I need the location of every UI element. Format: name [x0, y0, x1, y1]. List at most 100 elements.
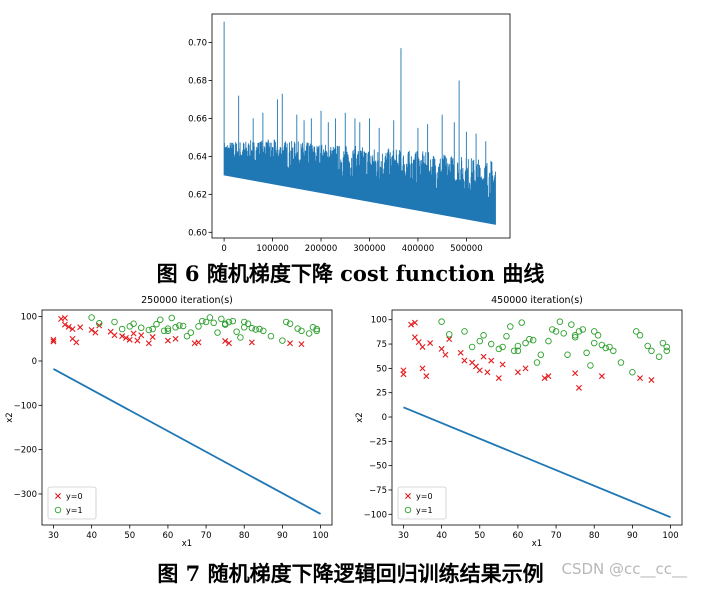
- fig7-left-point-y1: [157, 316, 164, 324]
- fig7-left-point-y0: [50, 338, 57, 345]
- fig7-right-point-y1: [632, 328, 640, 335]
- fig7-left-point-y1: [88, 314, 95, 321]
- fig7-right-point-y0: [476, 367, 483, 374]
- fig7-right-point-y1: [571, 333, 579, 341]
- fig6-x-tick-label: 0: [221, 244, 226, 254]
- fig7-right-point-y1: [606, 343, 613, 351]
- fig7-left-point-y0: [222, 338, 229, 345]
- fig7-right-point-y1: [499, 343, 506, 351]
- fig7-left-point-y1: [195, 323, 202, 330]
- fig7-right-x-tick-label: 40: [436, 531, 447, 541]
- fig7-right-point-y1: [445, 331, 453, 338]
- fig7-left-point-y0: [138, 332, 145, 339]
- fig7-right-point-y0: [400, 371, 407, 378]
- fig7-left-ylabel: x2: [5, 412, 15, 422]
- fig7-right-point-y0: [427, 340, 434, 347]
- fig7-right-x-tick-label: 80: [589, 531, 600, 541]
- fig7-right-point-y0: [598, 373, 605, 380]
- fig7-right-point-y0: [411, 334, 418, 341]
- fig7-right-y-tick-label: −100: [364, 510, 387, 520]
- fig7-left-point-y1: [176, 322, 183, 329]
- fig7-right-point-y0: [572, 370, 579, 377]
- fig7-right-point-y0: [442, 351, 449, 358]
- fig7-right-point-y0: [419, 343, 426, 350]
- fig7-right-point-y1: [659, 339, 667, 347]
- fig7-right-point-y1: [594, 332, 602, 339]
- fig7-right-point-y1: [522, 339, 529, 347]
- fig7-left-point-y1: [286, 320, 294, 327]
- fig7-left-point-y0: [111, 332, 118, 339]
- fig7-left-point-y1: [164, 327, 172, 335]
- fig7-right-point-y1: [610, 347, 617, 355]
- fig7-left-legend: [47, 486, 97, 520]
- fig7-right-point-y1: [529, 336, 537, 344]
- fig7-right-point-y1: [468, 343, 476, 351]
- fig7-left-point-y0: [50, 336, 57, 343]
- fig7-left-point-y0: [287, 340, 294, 347]
- fig7-right-ylabel: x2: [355, 412, 365, 422]
- fig6-x-tick-label: 400000: [402, 244, 434, 254]
- fig6-y-tick-label: 0.70: [188, 38, 207, 48]
- cost-function-chart: 0 100000 200000 300000 400000 500000 0.60 0.62 0…: [188, 13, 511, 254]
- fig7-right-point-y0: [514, 369, 521, 376]
- fig7-left-point-y0: [65, 323, 72, 330]
- fig7-left-plot-frame: [41, 309, 333, 526]
- fig7-left-point-y0: [149, 334, 156, 341]
- watermark: CSDN @cc__cc__: [561, 560, 687, 578]
- fig7-left-point-y0: [248, 339, 255, 346]
- fig7-left-point-y1: [282, 318, 290, 326]
- fig7-right-point-y1: [518, 319, 525, 326]
- fig7-right-point-y1: [579, 326, 587, 333]
- fig7-right-point-y0: [461, 357, 468, 364]
- fig7-left-point-y0: [96, 322, 103, 329]
- fig7-left-point-y0: [126, 336, 133, 343]
- fig7-right-decision-boundary: [403, 406, 671, 519]
- fig7-right-point-y0: [648, 377, 655, 384]
- fig7-right-y-tick-label: 25: [376, 389, 387, 399]
- fig7-right-point-y1: [587, 362, 594, 369]
- fig7-right-x-tick-label: 100: [662, 531, 678, 541]
- fig7-right-point-y1: [568, 321, 575, 328]
- fig7-left-point-y1: [118, 325, 126, 333]
- fig7-left-point-y1: [248, 324, 256, 332]
- fig7-right-point-y1: [648, 347, 655, 355]
- fig7-right-point-y0: [415, 339, 422, 346]
- fig7-left-point-y1: [149, 325, 156, 333]
- fig7-right-y-tick-label: 75: [376, 340, 387, 350]
- fig7-right-y-tick-label: 100: [371, 316, 387, 326]
- fig7-left-point-y0: [61, 321, 68, 328]
- fig7-left-x-tick-label: 80: [239, 531, 250, 541]
- fig7-left-point-y1: [233, 328, 240, 335]
- fig7-left-point-y1: [244, 320, 252, 327]
- fig7-left-point-y1: [183, 332, 191, 340]
- fig7-left-legend-marker-y0: [55, 493, 61, 499]
- fig7-left-point-y1: [225, 318, 233, 326]
- fig7-left-point-y0: [73, 339, 80, 346]
- fig7-right-x-tick-label: 70: [551, 531, 562, 541]
- fig7-left-point-y0: [122, 334, 129, 341]
- fig7-left-title: 250000 iteration(s): [141, 295, 233, 306]
- fig7-right-point-y1: [514, 347, 522, 355]
- fig7-right-legend-marker-y0: [405, 493, 411, 499]
- fig7-right-point-y1: [590, 328, 598, 335]
- scatter-chart-250000: 30 40 50 60 70 80 90 100 −300 −200 −100 0 100 250000 …: [5, 295, 333, 549]
- fig7-left-point-y1: [313, 327, 320, 335]
- fig7-right-point-y0: [419, 365, 426, 372]
- fig7-right-point-y0: [408, 321, 415, 328]
- fig7-right-legend-marker-y1: [404, 506, 412, 514]
- fig7-left-point-y1: [218, 315, 225, 323]
- figure-6-caption: 图 6 随机梯度下降 cost function 曲线: [156, 261, 545, 286]
- fig7-left-y-tick-label: −200: [14, 446, 37, 456]
- fig7-left-point-y1: [111, 318, 118, 326]
- fig7-right-point-y1: [636, 332, 644, 339]
- fig6-y-tick-label: 0.68: [188, 76, 207, 86]
- fig7-left-point-y1: [313, 325, 320, 333]
- fig7-left-x-tick-label: 60: [163, 531, 174, 541]
- fig7-left-point-y1: [210, 319, 217, 327]
- fig7-left-point-y1: [130, 320, 137, 327]
- fig7-left-point-y1: [206, 314, 214, 321]
- fig7-right-point-y1: [526, 335, 533, 343]
- fig7-right-point-y1: [602, 344, 609, 352]
- fig7-right-point-y0: [484, 369, 491, 376]
- fig7-right-point-y1: [552, 328, 560, 335]
